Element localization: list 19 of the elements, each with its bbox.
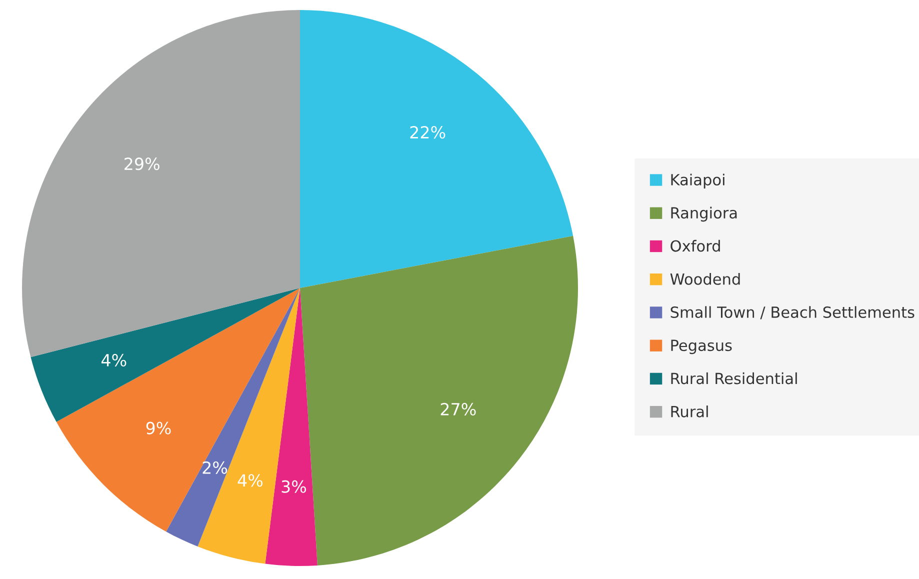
pie-slice	[300, 10, 574, 288]
pie-slice	[265, 288, 318, 566]
legend-label: Rangiora	[671, 206, 737, 222]
data-label: 2%	[202, 461, 228, 474]
legend-label: Woodend	[670, 273, 740, 285]
legend-label: Small Town / Beach Settlements	[670, 306, 914, 320]
data-label: 4%	[101, 354, 126, 367]
legend-label: Rural	[671, 406, 708, 418]
data-label: 4%	[238, 474, 263, 487]
legend-label: Rural Residential	[671, 372, 797, 384]
data-label: 29%	[124, 158, 160, 170]
data-label: 9%	[146, 422, 171, 434]
pie-slice	[30, 288, 300, 422]
data-label: 22%	[410, 126, 446, 139]
data-label: 27%	[440, 402, 476, 416]
legend-label: Oxford	[670, 240, 720, 252]
data-label: 3%	[282, 480, 306, 493]
legend-label: Pegasus	[671, 340, 732, 354]
legend-label: Kaiapoi	[671, 174, 724, 188]
